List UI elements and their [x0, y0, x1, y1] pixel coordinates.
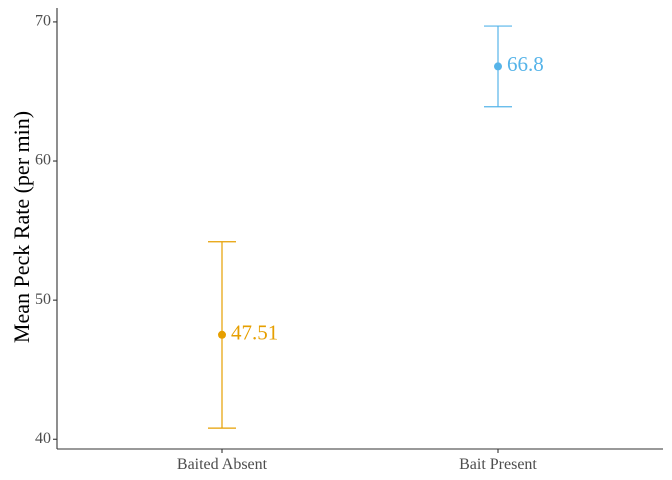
y-ticks: 40 50 60 70 [35, 13, 57, 447]
errorbar-group: 66.8 [484, 25, 544, 108]
mean-point [218, 330, 226, 339]
x-tick-label: Bait Present [459, 456, 537, 473]
x-ticks: Baited Absent Bait Present [177, 449, 537, 473]
y-tick-label: 50 [35, 291, 51, 308]
y-tick-label: 60 [35, 152, 51, 169]
y-axis-title: Mean Peck Rate (per min) [9, 111, 34, 343]
errorbar-group: 47.51 [208, 241, 278, 429]
x-tick-label: Baited Absent [177, 456, 268, 473]
mean-label: 47.51 [231, 321, 278, 345]
mean-label: 66.8 [507, 52, 544, 76]
mean-point [494, 62, 502, 71]
plot-area: 47.51 66.8 [208, 25, 544, 429]
y-tick-label: 40 [35, 430, 51, 447]
y-tick-label: 70 [35, 13, 51, 30]
